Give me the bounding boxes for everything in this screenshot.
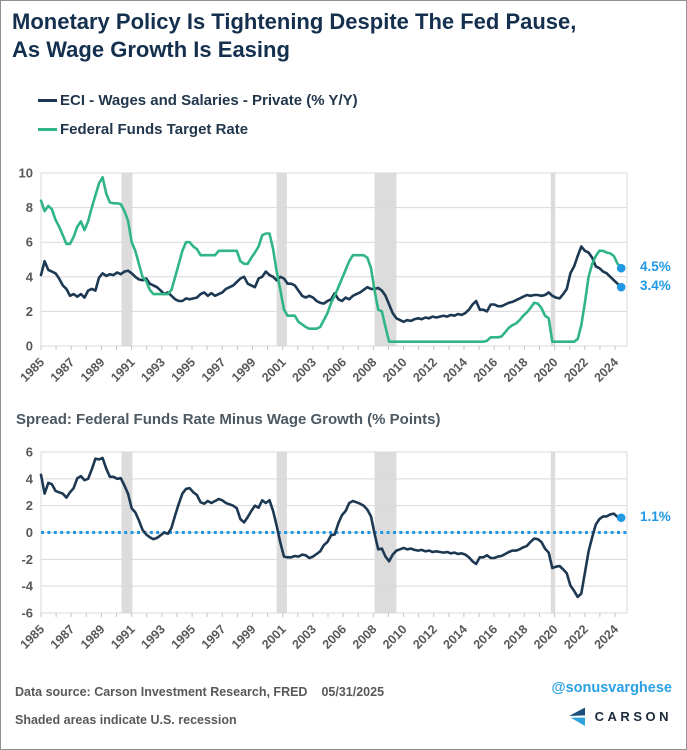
svg-text:6: 6 [26,235,33,250]
legend-label-fed-funds: Federal Funds Target Rate [60,121,249,138]
page-title: Monetary Policy Is Tightening Despite Th… [12,8,682,64]
legend-item-eci: ECI - Wages and Salaries - Private (% Y/… [38,86,358,115]
svg-text:2008: 2008 [350,622,380,652]
svg-text:2006: 2006 [320,355,350,385]
svg-text:1991: 1991 [108,355,138,385]
svg-text:1999: 1999 [229,622,259,652]
svg-text:-2: -2 [21,552,33,567]
svg-text:0: 0 [26,339,33,354]
svg-text:2014: 2014 [441,355,471,385]
svg-text:2001: 2001 [259,355,289,385]
spread-chart-title: Spread: Federal Funds Rate Minus Wage Gr… [16,411,441,428]
svg-text:2022: 2022 [561,355,591,385]
svg-text:1995: 1995 [169,355,199,385]
carson-logo: CARSON [566,705,672,727]
svg-text:1995: 1995 [169,622,199,652]
svg-text:2003: 2003 [289,622,319,652]
svg-text:2010: 2010 [380,355,410,385]
svg-text:4: 4 [26,471,34,486]
svg-text:2018: 2018 [501,355,531,385]
svg-text:1997: 1997 [199,355,229,385]
svg-text:1987: 1987 [48,622,78,652]
svg-text:8: 8 [26,200,33,215]
svg-text:2012: 2012 [410,622,440,652]
legend-label-eci: ECI - Wages and Salaries - Private (% Y/… [60,92,358,109]
svg-text:0: 0 [26,525,33,540]
page-title-line-1: Monetary Policy Is Tightening Despite Th… [12,9,577,34]
eci-line-swatch-icon [38,98,57,103]
fed-funds-end-label: 4.5% [640,259,671,275]
svg-text:2020: 2020 [531,622,561,652]
svg-text:10: 10 [19,166,33,181]
svg-text:2008: 2008 [350,355,380,385]
svg-text:2003: 2003 [289,355,319,385]
svg-text:2020: 2020 [531,355,561,385]
svg-text:2014: 2014 [441,622,471,652]
data-source-date: 05/31/2025 [321,685,385,699]
svg-text:2: 2 [26,304,33,319]
svg-text:6: 6 [26,445,33,460]
svg-text:2010: 2010 [380,622,410,652]
svg-text:2024: 2024 [592,622,622,652]
svg-text:1987: 1987 [48,355,78,385]
svg-text:1991: 1991 [108,622,138,652]
legend-item-fed-funds: Federal Funds Target Rate [38,115,358,144]
svg-text:2016: 2016 [471,622,501,652]
carson-logo-text: CARSON [594,708,672,724]
svg-text:2022: 2022 [561,622,591,652]
svg-text:2001: 2001 [259,622,289,652]
recession-note: Shaded areas indicate U.S. recession [15,713,237,727]
svg-text:2018: 2018 [501,622,531,652]
carson-chevron-icon [568,707,585,726]
spread-end-label: 1.1% [640,508,671,524]
data-source-note: Data source: Carson Investment Research,… [15,685,384,699]
svg-text:1989: 1989 [78,622,108,652]
twitter-handle-link[interactable]: @sonusvarghese [551,680,672,696]
svg-text:2006: 2006 [320,622,350,652]
legend: ECI - Wages and Salaries - Private (% Y/… [38,86,358,144]
svg-text:2016: 2016 [471,355,501,385]
svg-text:-4: -4 [21,579,33,594]
svg-text:2012: 2012 [410,355,440,385]
fed-funds-line-swatch-icon [38,127,57,132]
svg-text:1997: 1997 [199,622,229,652]
page-title-line-2: As Wage Growth Is Easing [12,37,290,62]
data-source-text: Data source: Carson Investment Research,… [15,685,308,699]
svg-text:2024: 2024 [592,355,622,385]
svg-text:1993: 1993 [138,355,168,385]
svg-text:1985: 1985 [18,622,48,652]
eci-end-label: 3.4% [640,278,671,294]
svg-text:2: 2 [26,498,33,513]
svg-text:1993: 1993 [138,622,168,652]
svg-text:1989: 1989 [78,355,108,385]
svg-text:-6: -6 [21,606,33,621]
svg-text:1985: 1985 [18,355,48,385]
svg-text:4: 4 [26,269,34,284]
svg-text:1999: 1999 [229,355,259,385]
